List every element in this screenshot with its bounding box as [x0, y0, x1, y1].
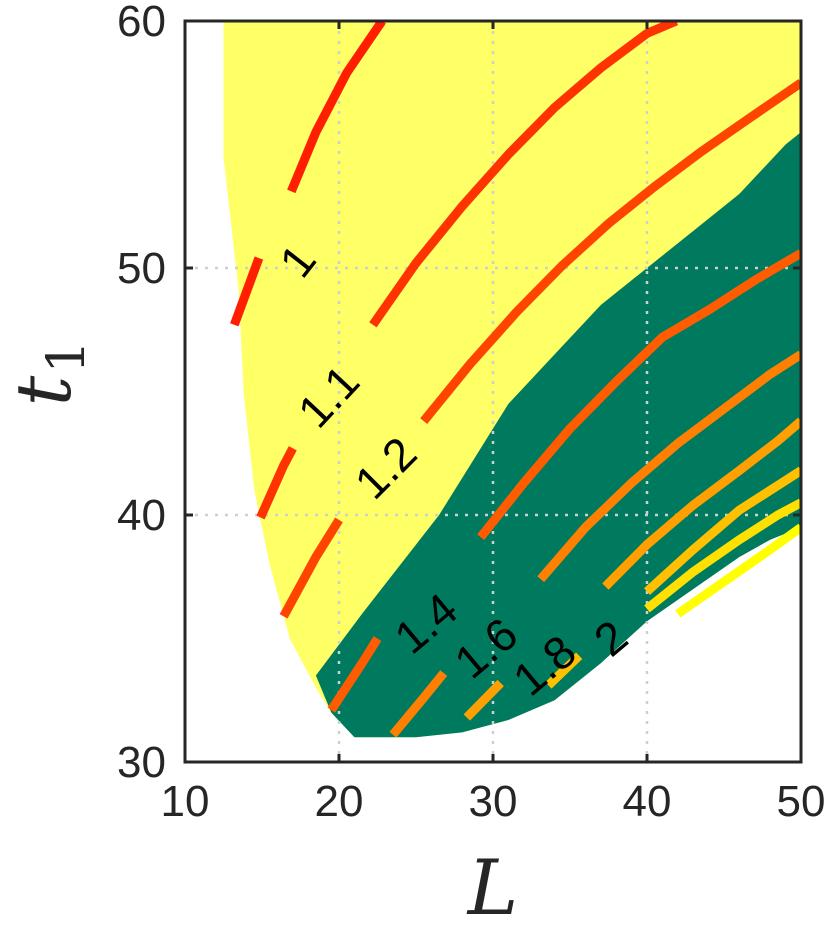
- y-tick-label: 40: [117, 491, 166, 540]
- contour-line-segment: [230, 256, 264, 327]
- contour-lines: [230, 21, 801, 738]
- contour-line-segment: [389, 670, 448, 738]
- contour-line-segment: [463, 679, 504, 721]
- contour-line-segment: [537, 350, 801, 583]
- y-tick-label: 50: [117, 244, 166, 293]
- x-tick-label: 10: [161, 777, 210, 826]
- contour-line-segment: [644, 498, 801, 613]
- y-tick-label: 60: [117, 0, 166, 46]
- x-tick-label: 50: [777, 777, 826, 826]
- y-axis-title-subscript: 1: [37, 340, 97, 373]
- contour-line-segment: [420, 79, 801, 424]
- contour-line-segment: [602, 417, 801, 590]
- y-tick-label: 30: [117, 738, 166, 787]
- contour-line-segment: [279, 517, 343, 619]
- x-axis-title: L: [466, 843, 518, 927]
- x-tick-label: 30: [469, 777, 518, 826]
- contour-line-segment: [287, 21, 386, 194]
- y-axis-title: t 1: [0, 340, 97, 406]
- y-axis-title-main: t: [0, 375, 88, 406]
- contour-line-segment: [327, 636, 382, 713]
- contour-line-segment: [256, 446, 297, 520]
- x-tick-label: 40: [623, 777, 672, 826]
- y-tick-labels: 30 40 50 60: [117, 0, 166, 787]
- grid-lines: [185, 21, 801, 762]
- x-tick-label: 20: [315, 777, 364, 826]
- contour-line-segment: [369, 21, 679, 328]
- contour-line-segment: [643, 466, 801, 595]
- axis-ticks: [183, 19, 803, 764]
- contour-line-segment: [675, 523, 801, 618]
- contour-line-segment: [545, 652, 583, 689]
- x-tick-labels: 10 20 30 40 50: [161, 777, 826, 826]
- plot-area: 11.11.21.41.61.82: [185, 21, 801, 762]
- contour-line-segment: [477, 249, 801, 540]
